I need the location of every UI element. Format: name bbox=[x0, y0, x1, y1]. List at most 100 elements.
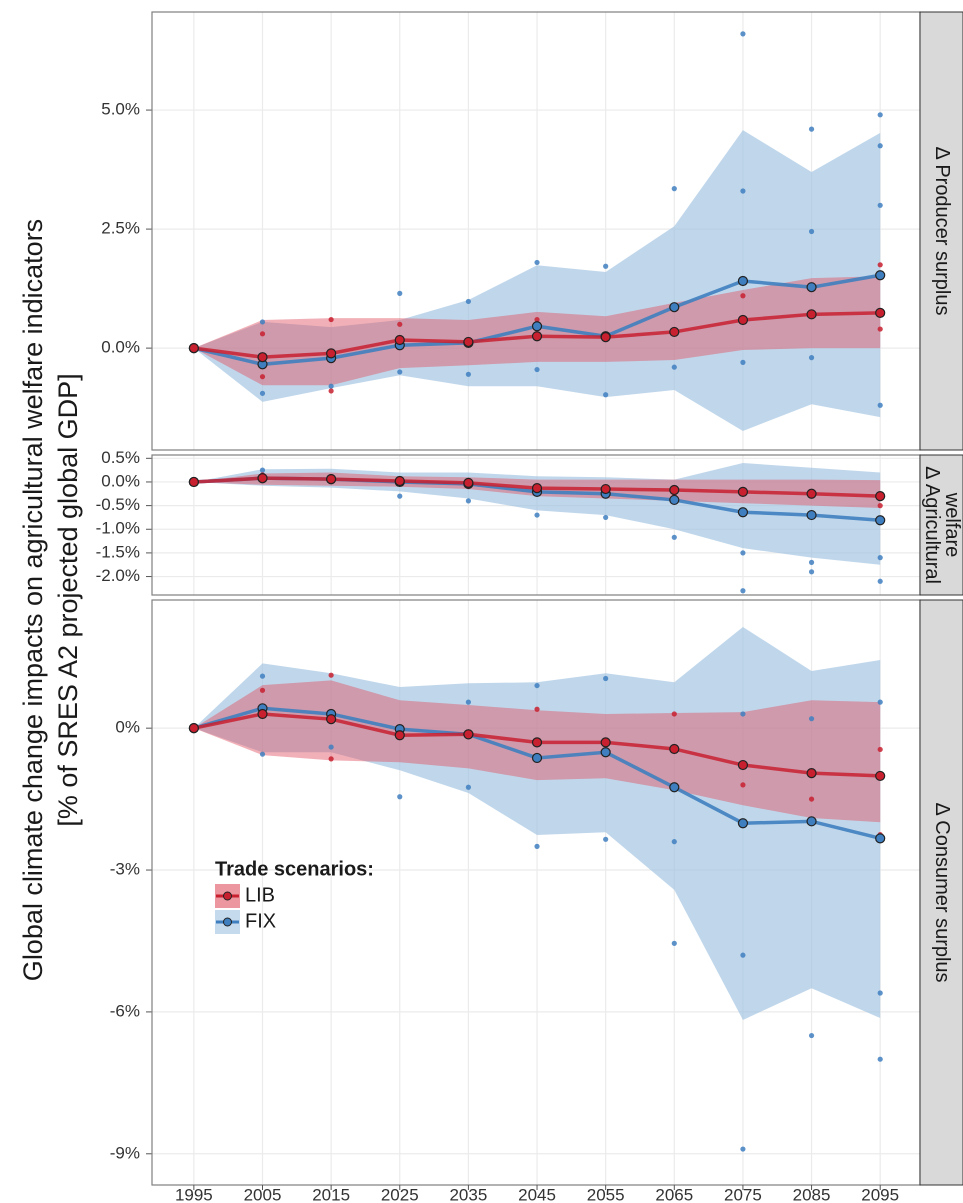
data-point bbox=[877, 326, 883, 332]
x-tick-label: 2085 bbox=[793, 1185, 831, 1203]
data-point bbox=[603, 836, 609, 842]
mean-point bbox=[463, 729, 474, 740]
y-tick-label: -1.0% bbox=[96, 519, 140, 538]
data-point bbox=[328, 756, 334, 762]
data-point bbox=[534, 512, 540, 518]
data-point bbox=[808, 1032, 815, 1039]
data-point bbox=[877, 699, 883, 705]
data-point bbox=[259, 390, 266, 396]
data-point bbox=[603, 392, 609, 398]
data-point bbox=[534, 682, 540, 689]
mean-point bbox=[875, 491, 886, 502]
x-tick-label: 1995 bbox=[175, 1185, 213, 1203]
mean-point bbox=[463, 477, 474, 489]
data-point bbox=[740, 1146, 746, 1152]
data-point bbox=[671, 711, 677, 717]
mean-point bbox=[737, 486, 749, 497]
data-point bbox=[397, 290, 403, 296]
y-tick-label: -3% bbox=[110, 860, 140, 879]
data-point bbox=[740, 711, 746, 717]
data-point bbox=[808, 716, 815, 722]
data-point bbox=[808, 126, 815, 132]
strip bbox=[919, 599, 963, 1186]
mean-point bbox=[531, 331, 543, 342]
mean-point bbox=[737, 759, 749, 771]
mean-point bbox=[326, 474, 337, 485]
data-point bbox=[671, 940, 677, 946]
x-tick-label: 2075 bbox=[724, 1185, 762, 1203]
mean-point bbox=[257, 473, 268, 484]
y-tick-label: -1.5% bbox=[96, 542, 140, 561]
legend-label: LIB bbox=[245, 884, 275, 906]
mean-point bbox=[257, 708, 268, 720]
band bbox=[193, 680, 881, 823]
data-point bbox=[877, 143, 883, 149]
x-tick-label: 2005 bbox=[244, 1185, 282, 1203]
mean-point bbox=[737, 818, 749, 829]
bands bbox=[193, 626, 881, 1020]
data-point bbox=[397, 369, 403, 375]
y-tick-label: 2.5% bbox=[101, 219, 140, 238]
mean-point bbox=[394, 475, 405, 487]
y-axis-title-line: Global climate change impacts on agricul… bbox=[18, 219, 48, 981]
data-point bbox=[328, 672, 334, 678]
legend-marker bbox=[223, 917, 232, 927]
data-point bbox=[877, 112, 883, 118]
mean-point bbox=[531, 483, 543, 494]
mean-point bbox=[463, 336, 474, 348]
mean-point bbox=[669, 743, 680, 755]
data-point bbox=[534, 843, 540, 849]
band bbox=[193, 463, 881, 565]
mean-point bbox=[188, 476, 199, 488]
data-point bbox=[877, 262, 883, 268]
band bbox=[193, 130, 881, 431]
data-point bbox=[877, 503, 883, 509]
strip bbox=[919, 11, 963, 451]
data-point bbox=[877, 990, 883, 996]
data-point bbox=[808, 559, 815, 565]
data-point bbox=[877, 555, 883, 561]
mean-point bbox=[875, 833, 886, 844]
mean-point bbox=[806, 767, 817, 779]
data-point bbox=[808, 355, 815, 361]
data-point bbox=[808, 569, 815, 575]
mean-point bbox=[875, 515, 886, 526]
mean-point bbox=[737, 275, 749, 287]
y-tick-label: -9% bbox=[110, 1143, 140, 1162]
mean-point bbox=[737, 314, 749, 326]
data-point bbox=[328, 383, 334, 389]
mean-point bbox=[600, 483, 611, 495]
data-point bbox=[603, 675, 609, 682]
mean-point bbox=[326, 714, 337, 725]
mean-point bbox=[669, 494, 680, 506]
mean-point bbox=[600, 332, 611, 343]
x-tick-label: 2025 bbox=[381, 1185, 419, 1203]
mean-point bbox=[394, 730, 405, 741]
mean-point bbox=[188, 723, 199, 734]
data-point bbox=[465, 699, 471, 705]
legend: Trade scenarios: LIB FIX bbox=[215, 858, 374, 934]
y-axis-title-line: [% of SRES A2 projected global GDP] bbox=[53, 373, 83, 826]
data-point bbox=[465, 498, 471, 504]
data-point bbox=[259, 467, 266, 473]
data-point bbox=[808, 796, 815, 802]
data-point bbox=[740, 188, 746, 194]
data-point bbox=[534, 316, 540, 323]
data-point bbox=[740, 550, 746, 556]
mean-point bbox=[875, 770, 886, 782]
mean-point bbox=[806, 488, 817, 499]
data-point bbox=[671, 839, 677, 845]
legend-label: FIX bbox=[245, 910, 276, 932]
mean-point bbox=[875, 270, 886, 281]
y-tick-label: -6% bbox=[110, 1001, 140, 1020]
mean-point bbox=[806, 282, 817, 293]
strip-label: Δ Agricultural bbox=[921, 466, 943, 584]
band bbox=[193, 626, 881, 1020]
data-point bbox=[877, 402, 883, 408]
mean-point bbox=[326, 348, 337, 359]
x-tick-label: 2055 bbox=[587, 1185, 625, 1203]
mean-point bbox=[600, 737, 611, 748]
data-point bbox=[259, 687, 266, 693]
x-tick-label: 2095 bbox=[861, 1185, 899, 1203]
